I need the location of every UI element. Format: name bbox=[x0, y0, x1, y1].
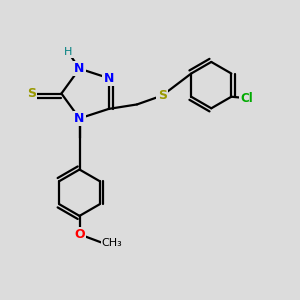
Text: N: N bbox=[74, 62, 85, 75]
Text: N: N bbox=[103, 72, 114, 85]
Text: N: N bbox=[74, 112, 85, 125]
Text: S: S bbox=[27, 87, 36, 100]
Text: CH₃: CH₃ bbox=[102, 238, 122, 248]
Text: H: H bbox=[64, 47, 72, 57]
Text: Cl: Cl bbox=[240, 92, 253, 105]
Text: O: O bbox=[74, 228, 85, 241]
Text: S: S bbox=[158, 89, 167, 102]
